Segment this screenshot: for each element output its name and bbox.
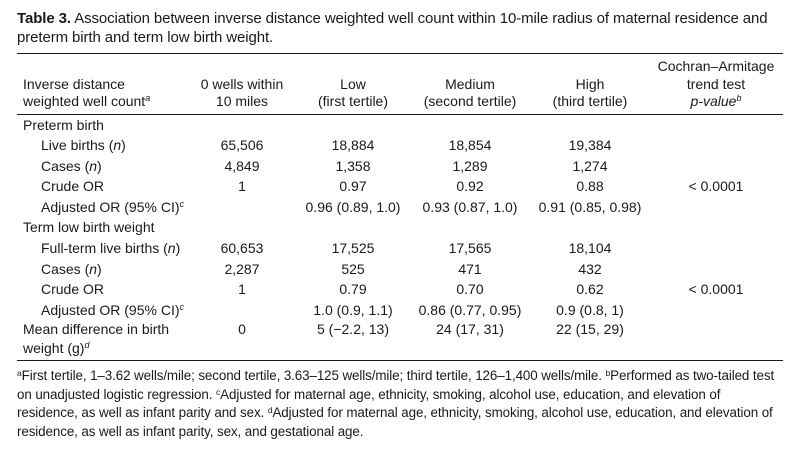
cell: 0 [238,321,246,338]
cell [187,300,297,321]
cell: 0.9 (0.8, 1) [556,301,624,318]
cell: 525 [341,260,365,277]
cell: 0.93 (0.87, 1.0) [422,198,518,215]
cell: 0.70 [456,281,484,298]
table-row: Live births (n) 65,506 18,884 18,854 19,… [17,135,783,156]
header-exposure: Inverse distance weighted well counta [23,75,151,110]
cell: 4,849 [224,157,260,174]
footnote-b: Performed as two-tailed test on unadjust… [17,368,775,402]
section-title-preterm: Preterm birth [23,116,104,133]
row-label: Crude OR [41,178,105,195]
row-label: Cases (n) [41,260,102,277]
cell: 1,358 [335,157,371,174]
row-label: Full-term live births (n) [41,240,181,257]
footnotes: aFirst tertile, 1–3.62 wells/mile; secon… [17,367,783,441]
cell: 0.97 [339,178,367,195]
header-high: High (third tertile) [552,75,628,110]
cell: 2,287 [224,260,260,277]
table-label: Table 3. [17,10,71,27]
table-caption: Table 3. Association between inverse dis… [17,9,783,47]
cell [649,259,783,280]
cell: 18,854 [448,137,492,154]
row-label: Mean difference in birth weight (g)d [23,321,170,356]
footnote-b-mark: b [605,368,611,379]
top-rule [17,53,783,54]
cell: 5 (−2.2, 13) [317,321,389,338]
section-row: Term low birth weight [17,217,783,238]
cell: 24 (17, 31) [436,321,504,338]
cell: 19,384 [568,137,612,154]
cell: 18,104 [568,240,612,257]
cell [649,238,783,259]
row-label: Live births (n) [41,137,126,154]
table-row: Crude OR 1 0.79 0.70 0.62 < 0.0001 [17,279,783,300]
table-row: Adjusted OR (95% CI)c 0.96 (0.89, 1.0) 0… [17,197,783,218]
cell: 1 [238,281,246,298]
footnote-c: Adjusted for maternal age, ethnicity, sm… [17,386,721,421]
cell: 0.86 (0.77, 0.95) [418,301,522,318]
cell: 65,506 [220,137,264,154]
cell: 17,525 [331,240,375,257]
cell [649,197,783,218]
results-table: Inverse distance weighted well counta 0 w… [17,54,783,357]
table-title: Association between inverse distance wei… [17,10,768,46]
table-row: Crude OR 1 0.97 0.92 0.88 < 0.0001 [17,176,783,197]
cell: 432 [578,260,602,277]
p-value-cell: < 0.0001 [688,281,744,298]
cell: 0.88 [576,178,604,195]
row-label: Adjusted OR (95% CI)c [41,198,184,215]
header-row: Inverse distance weighted well counta 0 w… [17,54,783,114]
cell: 17,565 [448,240,492,257]
header-trend-test: Cochran–Armitage trend test p-valueb [657,58,775,109]
cell: 0.96 (0.89, 1.0) [305,198,401,215]
cell: 22 (15, 29) [556,321,624,338]
table-row: Cases (n) 4,849 1,358 1,289 1,274 [17,156,783,177]
cell: 1,274 [572,157,608,174]
footnote-a-mark: a [17,368,22,379]
row-label: Cases (n) [41,157,102,174]
footnote-d-mark: d [267,405,273,416]
cell: 0.79 [339,281,367,298]
cell [649,300,783,321]
section-row: Preterm birth [17,115,783,136]
cell: 1.0 (0.9, 1.1) [313,301,393,318]
cell [649,320,783,357]
footnote-a: First tertile, 1–3.62 wells/mile; second… [21,368,602,384]
header-low: Low (first tertile) [318,75,388,110]
cell: 60,653 [220,240,264,257]
row-label: Crude OR [41,281,105,298]
cell: 471 [458,260,482,277]
bottom-rule [17,360,783,362]
footnote-d: Adjusted for maternal age, ethnicity, sm… [17,405,773,439]
cell: 0.92 [456,178,484,195]
cell: 1,289 [452,157,488,174]
cell: 1 [238,178,246,195]
table-row: Full-term live births (n) 60,653 17,525 … [17,238,783,259]
cell [187,197,297,218]
table-row: Adjusted OR (95% CI)c 1.0 (0.9, 1.1) 0.8… [17,300,783,321]
cell: 0.91 (0.85, 0.98) [538,198,642,215]
footnote-c-mark: c [215,386,221,397]
table-row: Cases (n) 2,287 525 471 432 [17,259,783,280]
row-label: Adjusted OR (95% CI)c [41,301,184,318]
header-medium: Medium (second tertile) [423,75,517,110]
p-value-cell: < 0.0001 [688,178,744,195]
section-title-lbw: Term low birth weight [23,219,155,236]
cell: 18,884 [331,137,375,154]
cell: 0.62 [576,281,604,298]
table-row: Mean difference in birth weight (g)d 0 5… [17,320,783,357]
header-zero-wells: 0 wells within 10 miles [200,75,284,110]
cell [649,156,783,177]
header-rule [17,113,783,115]
cell [649,135,783,156]
